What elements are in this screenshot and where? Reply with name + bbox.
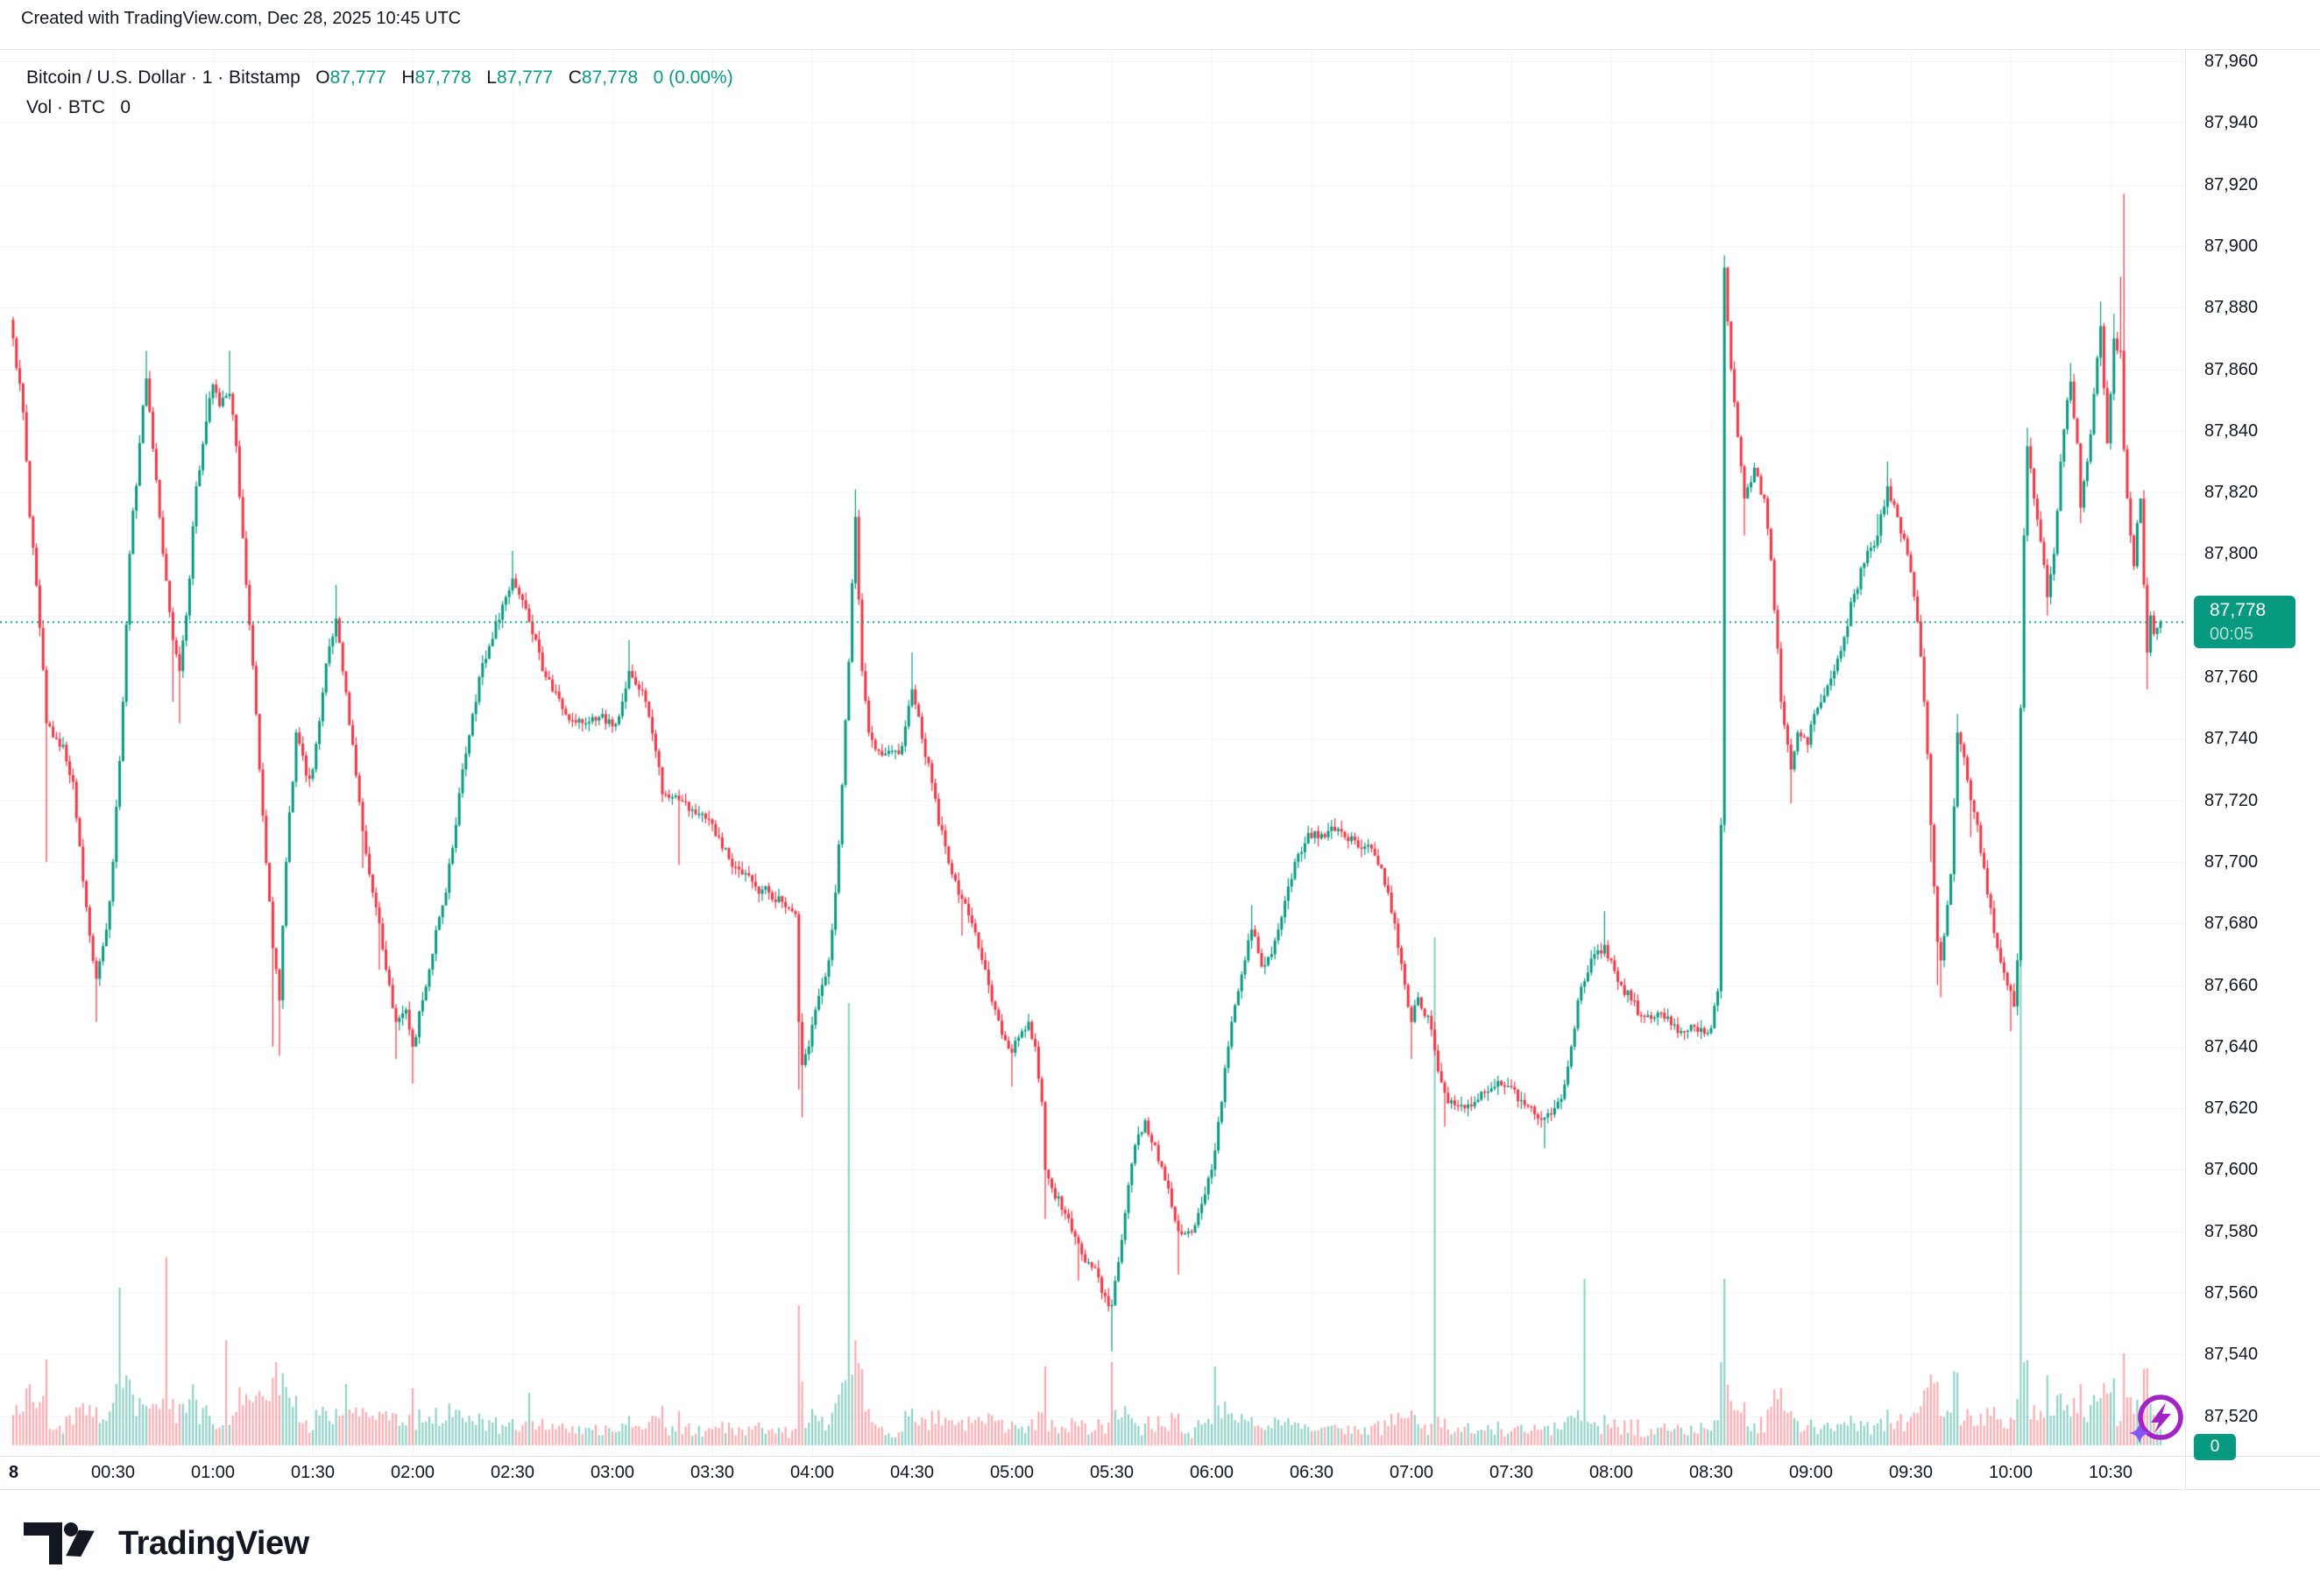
- price-tick-label: 87,740: [2204, 729, 2259, 749]
- price-tick-label: 87,900: [2204, 236, 2259, 256]
- price-tick-label: 87,680: [2204, 914, 2259, 934]
- change-value: 0 (0.00%): [653, 67, 733, 88]
- price-axis-border: [2185, 49, 2186, 1489]
- close-value: 87,778: [581, 67, 639, 88]
- price-tick-label: 87,880: [2204, 298, 2259, 318]
- close-label: C: [568, 67, 582, 88]
- time-tick-label: 05:00: [989, 1463, 1035, 1482]
- time-axis[interactable]: 00:30 01:00 01:30 02:00 02:30 03:00 03:30 04:00…: [0, 1457, 2185, 1489]
- tradingview-logo[interactable]: TradingView: [22, 1519, 309, 1568]
- time-tick-label: 06:30: [1289, 1463, 1334, 1482]
- time-tick-label: 08:30: [1688, 1463, 1734, 1482]
- time-tick-label: 10:30: [2088, 1463, 2133, 1482]
- high-label: H: [401, 67, 415, 88]
- refresh-circle-icon: [2138, 1395, 2183, 1440]
- price-tick-label: 87,660: [2204, 975, 2259, 995]
- attribution-text: Created with TradingView.com, Dec 28, 20…: [21, 9, 462, 28]
- price-tick-label: 87,700: [2204, 851, 2259, 872]
- tradingview-logo-text: TradingView: [118, 1524, 309, 1562]
- price-tick-label: 87,720: [2204, 790, 2259, 810]
- low-value: 87,777: [496, 67, 554, 88]
- price-tick-label: 87,760: [2204, 667, 2259, 687]
- open-value: 87,777: [329, 67, 386, 88]
- price-tick-label: 87,600: [2204, 1160, 2259, 1180]
- price-tick-label: 87,860: [2204, 359, 2259, 379]
- time-tick-label: 08:00: [1588, 1463, 1634, 1482]
- symbol-title[interactable]: Bitcoin / U.S. Dollar · 1 · Bitstamp: [26, 67, 301, 88]
- price-axis[interactable]: 87,960 87,940 87,920 87,900 87,880 87,860 87,8…: [2186, 49, 2320, 1456]
- tradingview-logo-mark: [24, 1522, 95, 1564]
- high-value: 87,778: [414, 67, 471, 88]
- instant-refresh-button[interactable]: [2127, 1391, 2187, 1451]
- price-tick-label: 87,960: [2204, 52, 2259, 71]
- time-tick-label: 09:00: [1788, 1463, 1834, 1482]
- time-tick-label: 01:30: [290, 1463, 336, 1482]
- volume-axis-badge: 0: [2194, 1434, 2236, 1460]
- low-label: L: [486, 67, 497, 88]
- time-axis-border: [0, 1456, 2320, 1457]
- time-tick-label: 10:00: [1988, 1463, 2034, 1482]
- last-price-value: 87,778: [2210, 599, 2267, 620]
- time-tick-label: 02:30: [490, 1463, 535, 1482]
- volume-legend[interactable]: Vol · BTC 0: [26, 93, 131, 123]
- price-tick-label: 87,640: [2204, 1036, 2259, 1056]
- price-tick-label: 87,820: [2204, 483, 2259, 503]
- time-tick-label: 03:00: [590, 1463, 635, 1482]
- time-tick-label: 03:30: [690, 1463, 735, 1482]
- time-tick-label: 07:00: [1389, 1463, 1434, 1482]
- time-tick-label: 00:30: [90, 1463, 136, 1482]
- time-tick-day: 8: [9, 1463, 19, 1482]
- price-tick-label: 87,540: [2204, 1345, 2259, 1365]
- volume-label: Vol · BTC: [26, 97, 105, 117]
- price-tick-label: 87,920: [2204, 174, 2259, 194]
- price-tick-label: 87,620: [2204, 1098, 2259, 1119]
- open-label: O: [315, 67, 330, 88]
- volume-value: 0: [120, 97, 131, 117]
- time-tick-label: 04:00: [789, 1463, 835, 1482]
- price-tick-label: 87,940: [2204, 113, 2259, 133]
- time-tick-label: 04:30: [889, 1463, 935, 1482]
- time-tick-label: 07:30: [1489, 1463, 1534, 1482]
- time-tick-label: 01:00: [190, 1463, 236, 1482]
- time-tick-label: 09:30: [1888, 1463, 1934, 1482]
- price-tick-label: 87,580: [2204, 1221, 2259, 1241]
- candlestick-chart[interactable]: [0, 49, 2185, 1456]
- time-tick-label: 05:30: [1089, 1463, 1135, 1482]
- sparkle-icon: [2129, 1423, 2150, 1444]
- price-tick-label: 87,840: [2204, 420, 2259, 441]
- bar-countdown: 00:05: [2210, 624, 2254, 644]
- chart-legend[interactable]: Bitcoin / U.S. Dollar · 1 · Bitstamp O87…: [26, 63, 733, 93]
- time-tick-label: 02:00: [390, 1463, 435, 1482]
- price-tick-label: 87,800: [2204, 544, 2259, 564]
- lightning-icon: [2151, 1402, 2171, 1433]
- last-price-badge: 87,778 00:05: [2194, 595, 2295, 648]
- price-tick-label: 87,560: [2204, 1283, 2259, 1303]
- time-tick-label: 06:00: [1189, 1463, 1234, 1482]
- footer-border: [0, 1489, 2320, 1490]
- price-tick-label: 87,520: [2204, 1406, 2259, 1426]
